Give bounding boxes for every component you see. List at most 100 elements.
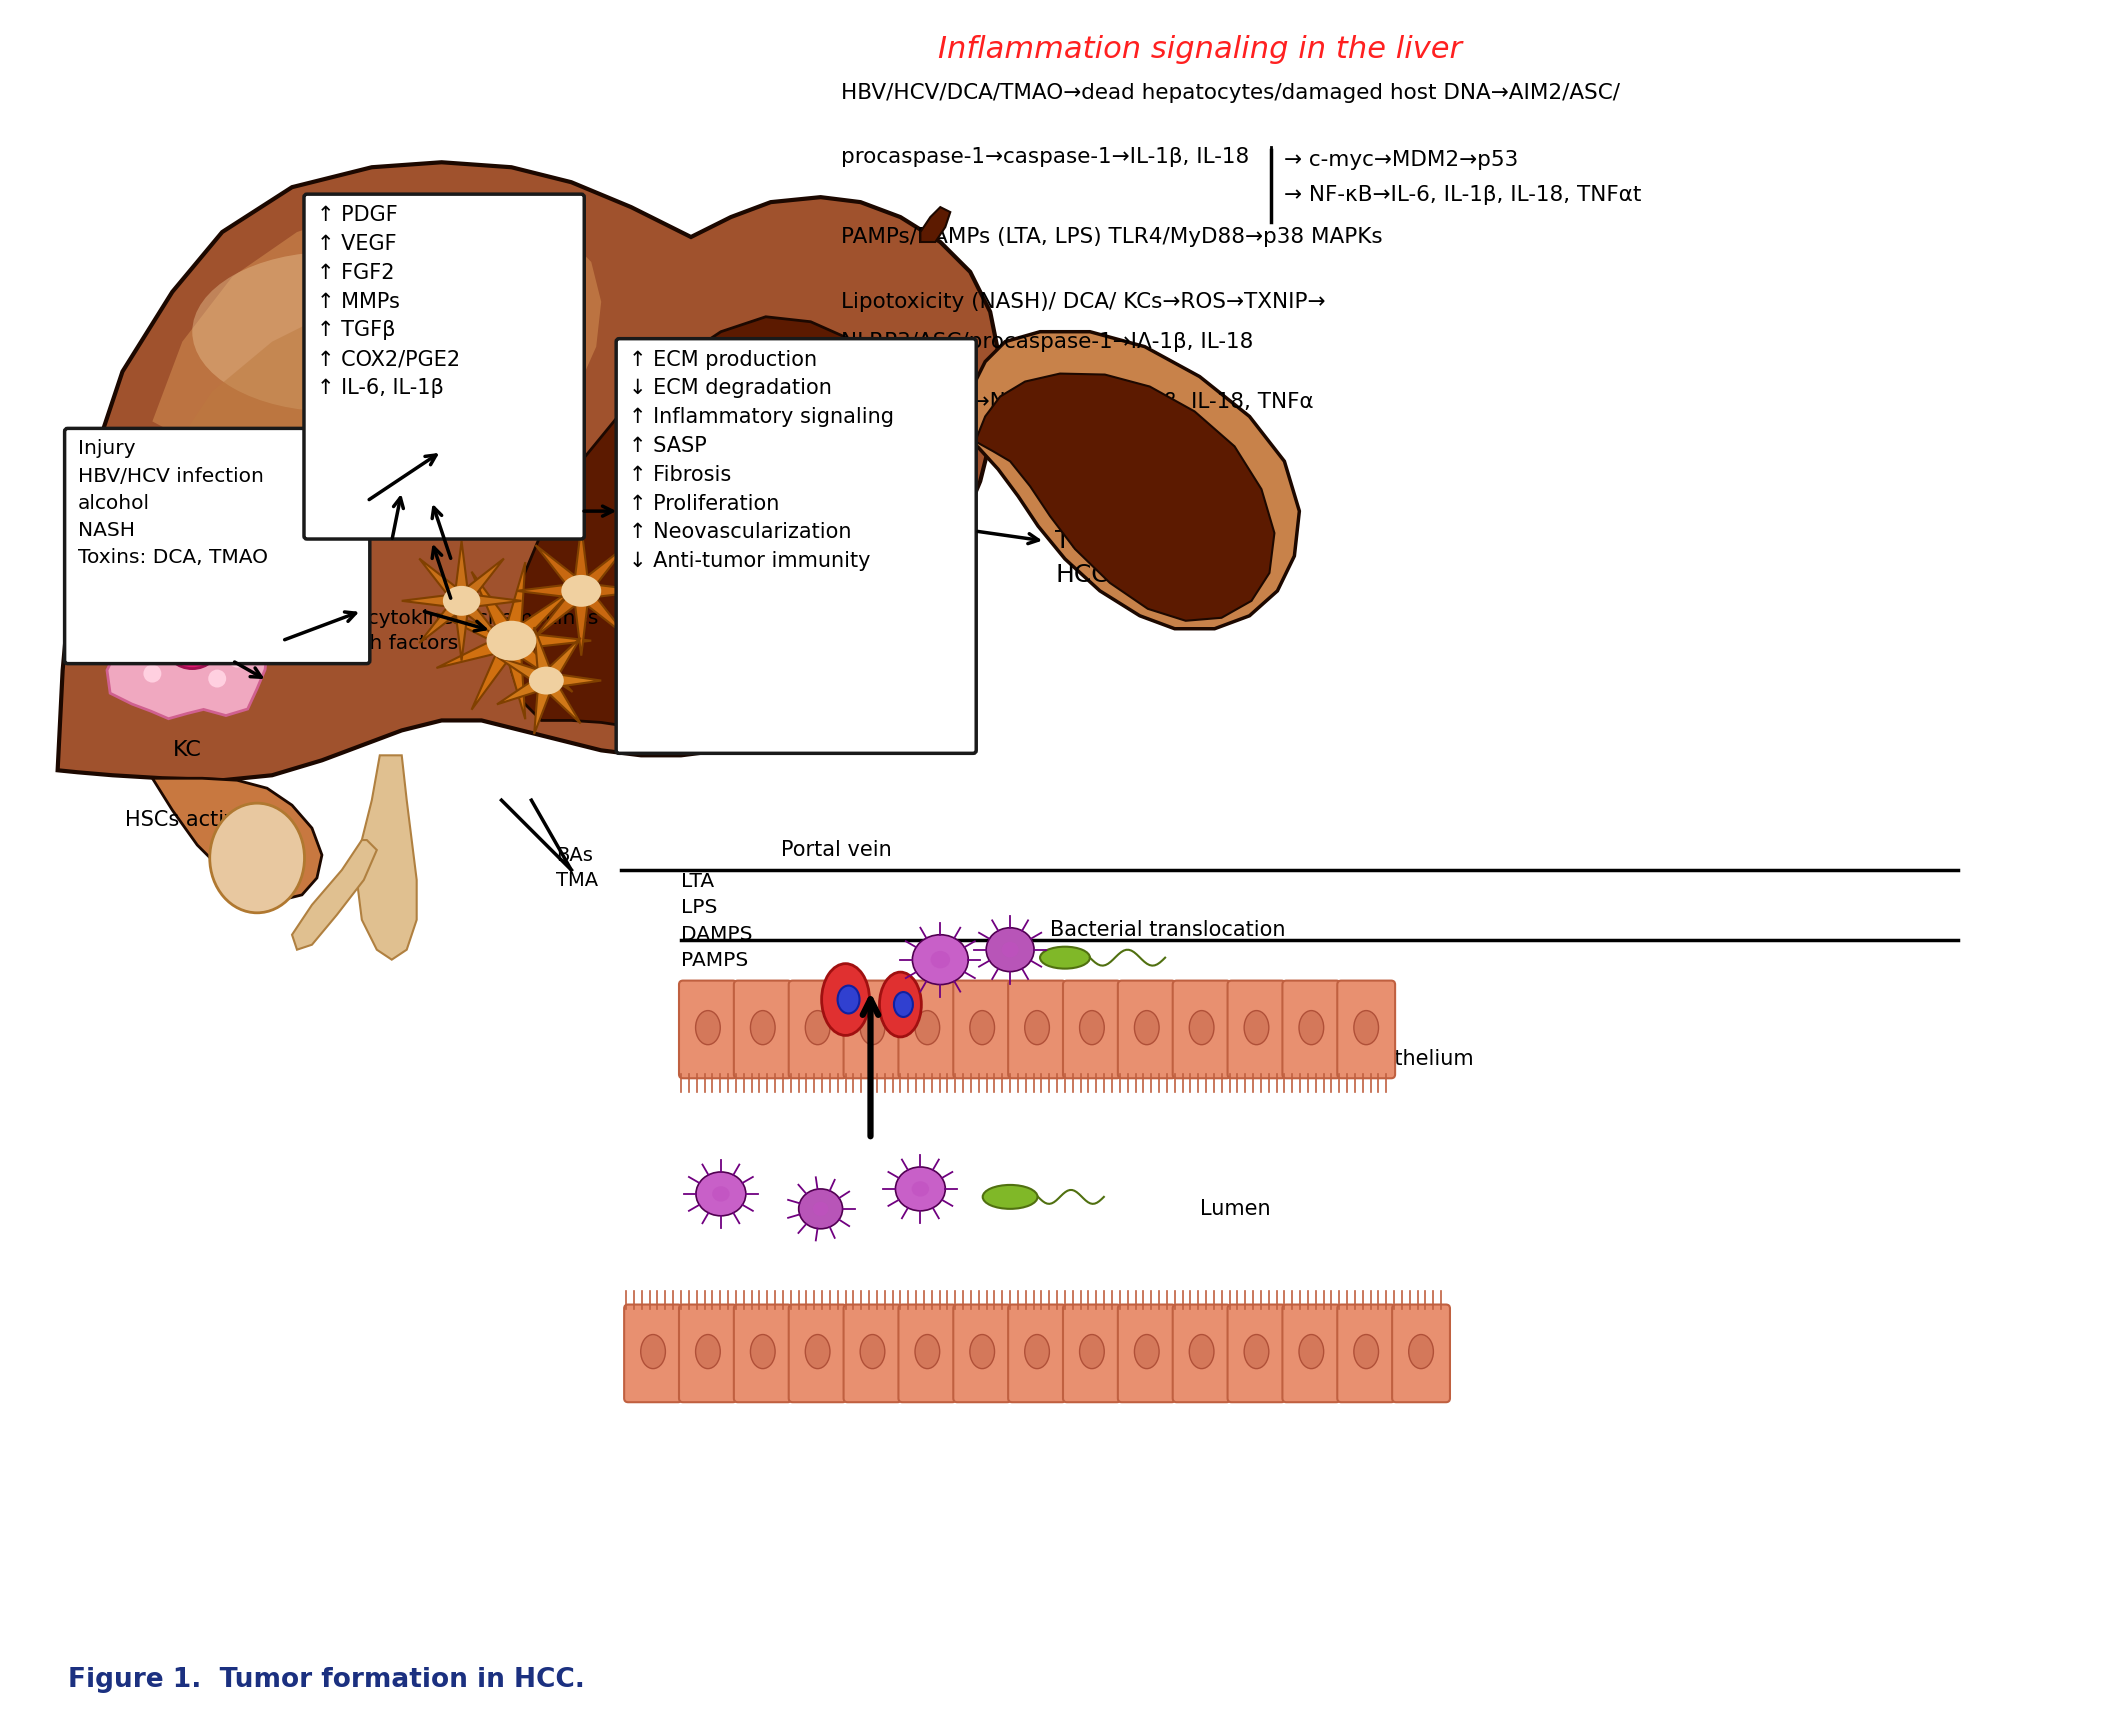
FancyBboxPatch shape	[788, 1305, 847, 1402]
Ellipse shape	[210, 804, 305, 913]
Polygon shape	[921, 207, 951, 243]
Text: BAs
TMA: BAs TMA	[557, 846, 599, 889]
FancyBboxPatch shape	[843, 980, 902, 1079]
Ellipse shape	[695, 1334, 720, 1368]
Polygon shape	[152, 202, 602, 492]
FancyBboxPatch shape	[733, 1305, 792, 1402]
Ellipse shape	[915, 1334, 940, 1368]
Ellipse shape	[1408, 1334, 1434, 1368]
Ellipse shape	[1353, 1334, 1379, 1368]
Text: Portal vein: Portal vein	[782, 840, 892, 860]
Ellipse shape	[983, 1185, 1038, 1209]
Ellipse shape	[642, 1334, 665, 1368]
Text: Bacterial translocation: Bacterial translocation	[1051, 920, 1286, 940]
Text: HBV/HCV/DCA/TMAO→dead hepatocytes/damaged host DNA→AIM2/ASC/: HBV/HCV/DCA/TMAO→dead hepatocytes/damage…	[841, 82, 1620, 103]
Text: Lipotoxicity (NASH)/ DCA/ KCs→ROS→TXNIP→: Lipotoxicity (NASH)/ DCA/ KCs→ROS→TXNIP→	[841, 292, 1326, 311]
Polygon shape	[517, 527, 646, 655]
Ellipse shape	[915, 1011, 940, 1045]
Polygon shape	[974, 373, 1275, 621]
Ellipse shape	[443, 587, 481, 616]
Text: Injury
HBV/HCV infection
alcohol
NASH
Toxins: DCA, TMAO: Injury HBV/HCV infection alcohol NASH To…	[78, 439, 267, 568]
Ellipse shape	[750, 1334, 775, 1368]
Ellipse shape	[487, 621, 536, 660]
Polygon shape	[498, 628, 602, 734]
Ellipse shape	[530, 667, 563, 694]
Ellipse shape	[837, 985, 860, 1014]
FancyBboxPatch shape	[305, 195, 585, 539]
Polygon shape	[152, 778, 322, 899]
Ellipse shape	[879, 971, 921, 1036]
FancyBboxPatch shape	[1008, 980, 1065, 1079]
Ellipse shape	[860, 1334, 885, 1368]
Ellipse shape	[697, 1171, 746, 1216]
Circle shape	[148, 610, 167, 628]
Ellipse shape	[1040, 947, 1091, 968]
Ellipse shape	[561, 575, 602, 607]
Ellipse shape	[970, 1011, 995, 1045]
Text: LTA
LPS
DAMPS
PAMPS: LTA LPS DAMPS PAMPS	[682, 872, 752, 971]
Text: NLRP3/ASC/procaspase-1→IΛ-1β, IL-18: NLRP3/ASC/procaspase-1→IΛ-1β, IL-18	[841, 332, 1254, 352]
FancyBboxPatch shape	[898, 1305, 955, 1402]
Ellipse shape	[695, 1011, 720, 1045]
Polygon shape	[959, 332, 1298, 629]
Ellipse shape	[1298, 1334, 1324, 1368]
Ellipse shape	[798, 1188, 843, 1229]
Text: → c-myc→MDM2→p53: → c-myc→MDM2→p53	[1284, 150, 1519, 171]
FancyBboxPatch shape	[953, 980, 1010, 1079]
Polygon shape	[402, 540, 521, 660]
Circle shape	[189, 600, 205, 617]
FancyBboxPatch shape	[1281, 1305, 1341, 1402]
FancyBboxPatch shape	[1336, 980, 1396, 1079]
Ellipse shape	[860, 1011, 885, 1045]
FancyBboxPatch shape	[1118, 980, 1175, 1079]
Polygon shape	[510, 316, 955, 749]
Text: ↑ ECM production
↓ ECM degradation
↑ Inflammatory signaling
↑ SASP
↑ Fibrosis
↑ : ↑ ECM production ↓ ECM degradation ↑ Inf…	[629, 349, 894, 571]
Circle shape	[229, 650, 246, 667]
Ellipse shape	[1025, 1334, 1048, 1368]
Ellipse shape	[911, 1182, 930, 1197]
Text: PAMPs/DAMPs (LTA, LPS) TLR4/MyD88→p38 MAPKs: PAMPs/DAMPs (LTA, LPS) TLR4/MyD88→p38 MA…	[841, 227, 1383, 246]
Ellipse shape	[894, 992, 913, 1017]
Polygon shape	[292, 840, 377, 949]
FancyBboxPatch shape	[843, 1305, 902, 1402]
Ellipse shape	[1080, 1011, 1103, 1045]
FancyBboxPatch shape	[1281, 980, 1341, 1079]
Ellipse shape	[1025, 1011, 1048, 1045]
Circle shape	[129, 631, 146, 650]
FancyBboxPatch shape	[680, 1305, 737, 1402]
Polygon shape	[108, 564, 267, 718]
Ellipse shape	[712, 1187, 729, 1202]
FancyBboxPatch shape	[1173, 980, 1231, 1079]
Ellipse shape	[1243, 1334, 1269, 1368]
Ellipse shape	[165, 619, 220, 669]
Polygon shape	[436, 563, 591, 720]
Ellipse shape	[1243, 1011, 1269, 1045]
Ellipse shape	[193, 251, 472, 412]
FancyBboxPatch shape	[680, 980, 737, 1079]
Text: HSCs activation: HSCs activation	[125, 811, 290, 829]
FancyBboxPatch shape	[1228, 1305, 1286, 1402]
Polygon shape	[356, 756, 417, 959]
Text: ROS, cytokines, chemokines
growth factors: ROS, cytokines, chemokines growth factor…	[311, 609, 599, 653]
Text: Intestinal epithelium: Intestinal epithelium	[1260, 1050, 1474, 1069]
FancyBboxPatch shape	[66, 429, 371, 663]
Text: KC: KC	[174, 740, 201, 761]
Circle shape	[144, 665, 161, 682]
Ellipse shape	[1353, 1011, 1379, 1045]
Ellipse shape	[822, 964, 870, 1036]
FancyBboxPatch shape	[1008, 1305, 1065, 1402]
Ellipse shape	[1135, 1334, 1159, 1368]
Text: Lumen: Lumen	[1199, 1199, 1271, 1219]
Ellipse shape	[896, 1166, 945, 1211]
Text: Inflammation signaling in the liver: Inflammation signaling in the liver	[938, 34, 1461, 63]
Ellipse shape	[813, 1202, 828, 1216]
FancyBboxPatch shape	[1063, 1305, 1120, 1402]
Polygon shape	[57, 162, 1000, 780]
Text: ↑ PDGF
↑ VEGF
↑ FGF2
↑ MMPs
↑ TGFβ
↑ COX2/PGE2
↑ IL-6, IL-1β: ↑ PDGF ↑ VEGF ↑ FGF2 ↑ MMPs ↑ TGFβ ↑ COX…	[318, 205, 460, 398]
FancyBboxPatch shape	[1063, 980, 1120, 1079]
Ellipse shape	[1298, 1011, 1324, 1045]
Ellipse shape	[970, 1334, 995, 1368]
FancyBboxPatch shape	[625, 1305, 682, 1402]
Ellipse shape	[805, 1011, 830, 1045]
FancyBboxPatch shape	[1228, 980, 1286, 1079]
